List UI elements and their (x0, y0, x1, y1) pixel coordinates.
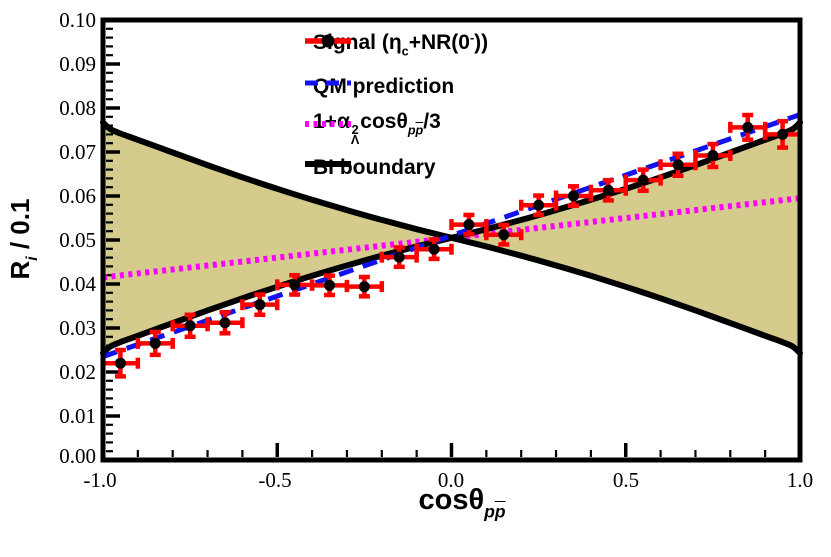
y-tick-label: 0.01 (59, 404, 96, 428)
signal-marker-dot (324, 279, 336, 291)
qm-prediction-line (102, 112, 801, 359)
signal-marker-dot (149, 337, 161, 349)
data-point (344, 274, 385, 299)
data-point (170, 312, 210, 340)
y-tick-label: 0.06 (59, 184, 96, 208)
signal-marker-dot (637, 174, 649, 186)
y-tick-label: 0.08 (59, 96, 96, 120)
frame-rect (100, 17, 803, 463)
signal-marker-dot (358, 281, 370, 293)
y-tick-label: 0.10 (59, 8, 96, 32)
x-tick-label: 1.0 (786, 468, 814, 492)
x-tick-label: -1.0 (83, 468, 117, 492)
signal-marker-dot (219, 317, 231, 329)
x-tick-label: -0.5 (258, 468, 292, 492)
x-tick-label: 0.0 (437, 468, 465, 492)
data-point (588, 177, 628, 203)
signal-marker-dot (742, 121, 754, 133)
data-point (414, 237, 454, 262)
y-tick-label: 0.03 (59, 316, 96, 340)
signal-data-points (100, 112, 803, 379)
x-tick-label: 0.5 (612, 468, 640, 492)
data-point (135, 329, 175, 358)
signal-marker-dot (114, 357, 126, 369)
data-point (309, 273, 350, 298)
legend-item-signal: Signal (ηc+NR(0-)) (304, 31, 488, 59)
signal-marker-dot (567, 190, 579, 202)
signal-marker-icon (305, 34, 351, 48)
signal-marker-dot (289, 279, 301, 291)
data-point (240, 292, 280, 318)
data-point (728, 112, 768, 142)
bi-line-icon (305, 161, 351, 167)
y-tick-label: 0.09 (59, 52, 96, 76)
signal-marker-dot (707, 150, 719, 162)
data-point (518, 193, 559, 218)
data-point (693, 141, 733, 170)
signal-marker-dot (428, 243, 440, 255)
y-tick-label: 0.07 (59, 140, 96, 164)
qm-line-icon (305, 80, 351, 86)
signal-marker-dot (393, 251, 405, 263)
y-tick-label: 0.04 (59, 272, 96, 296)
signal-marker-dot (463, 219, 475, 231)
data-point (623, 167, 663, 193)
x-axis-title: cosθpp (418, 484, 506, 522)
signal-marker-dot (777, 128, 789, 140)
data-point (484, 222, 524, 247)
plot-frame (100, 17, 803, 463)
signal-marker-dot (602, 184, 614, 196)
y-tick-label: 0.00 (59, 444, 96, 468)
data-point (553, 184, 594, 208)
y-tick-label: 0.05 (59, 228, 96, 252)
data-point (205, 309, 245, 336)
signal-marker-dot (533, 199, 545, 211)
legend-item-bi: BI boundary (304, 155, 436, 181)
data-point (658, 151, 698, 179)
signal-marker-dot (254, 299, 266, 311)
signal-marker-dot (184, 320, 196, 332)
y-tick-label: 0.02 (59, 360, 96, 384)
signal-marker-dot (672, 159, 684, 171)
legend-item-qm: QM prediction (304, 74, 454, 100)
data-point (449, 212, 489, 237)
qm-dashed-line (102, 112, 801, 359)
alpha-line-icon (305, 121, 351, 127)
y-axis-title: Ri / 0.1 (5, 198, 41, 280)
signal-marker-dot (498, 229, 510, 241)
